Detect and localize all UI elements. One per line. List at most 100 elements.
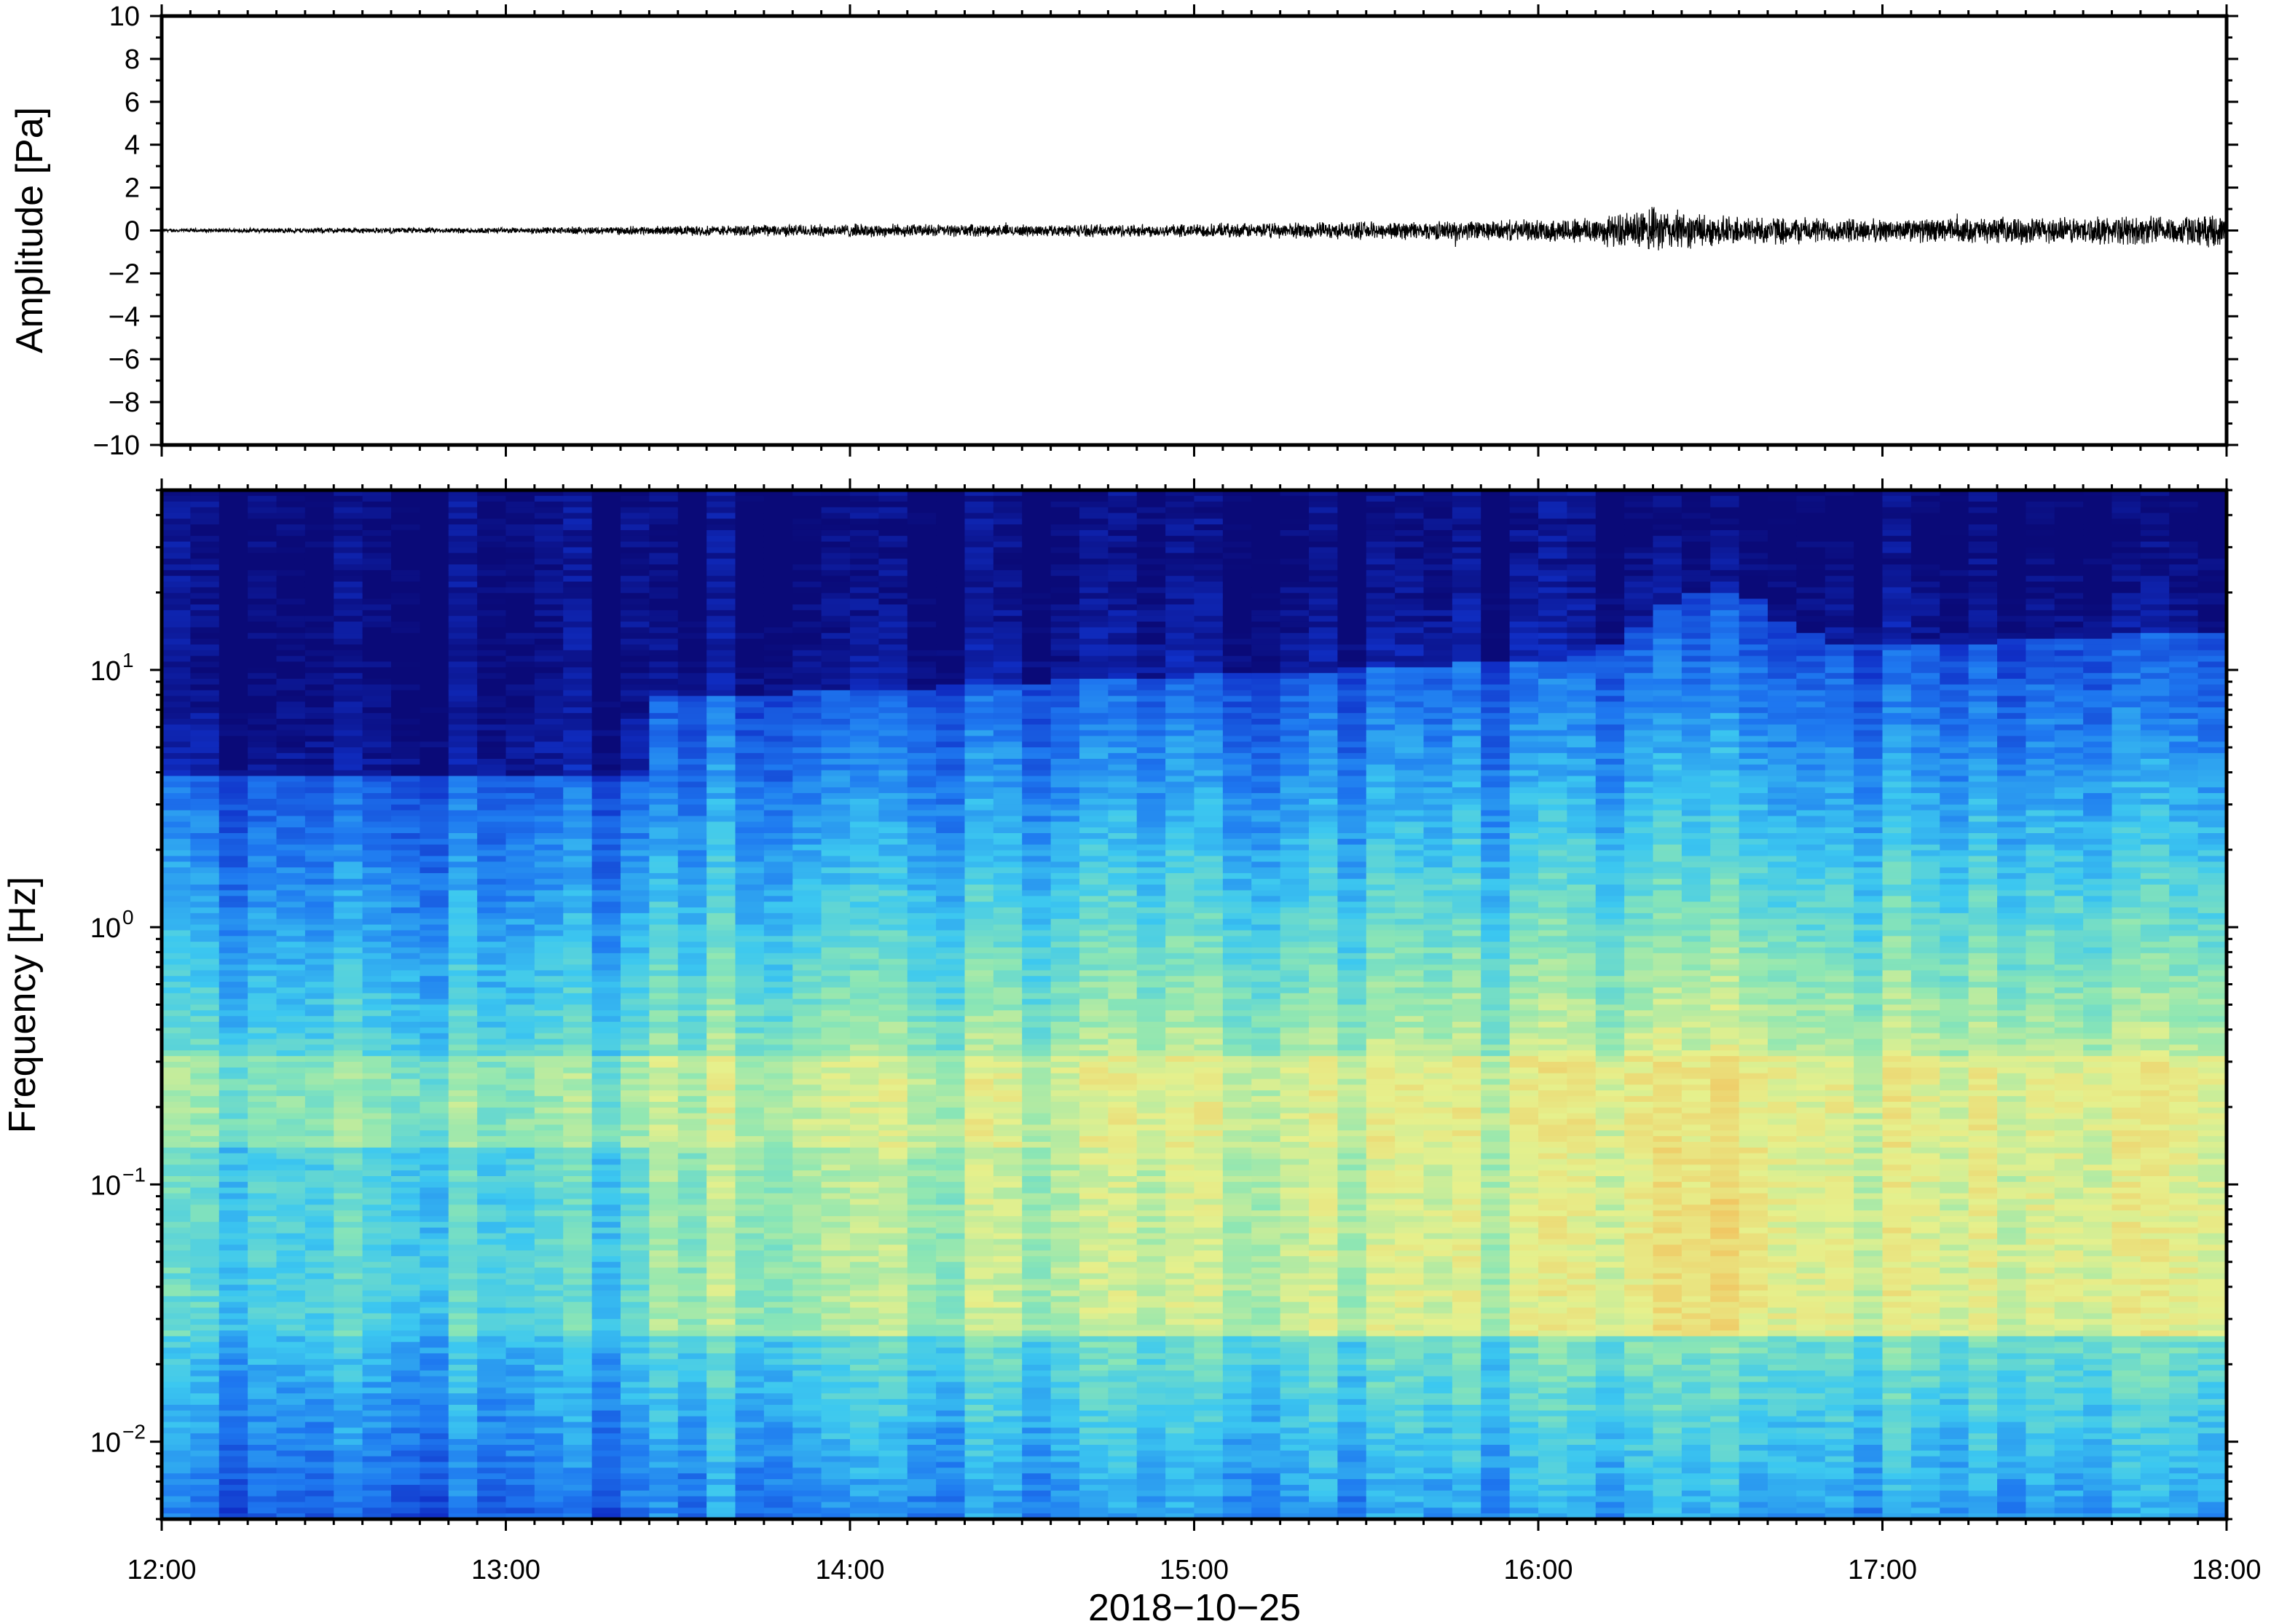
spectrogram-cell bbox=[190, 872, 220, 880]
spectrogram-cell bbox=[362, 1473, 392, 1480]
spectrogram-cell bbox=[591, 918, 621, 926]
spectrogram-cell bbox=[563, 838, 593, 845]
spectrogram-cell bbox=[304, 1124, 335, 1131]
spectrogram-cell bbox=[448, 690, 478, 697]
spectrogram-cell bbox=[362, 1267, 392, 1274]
spectrogram-cell bbox=[677, 793, 707, 800]
spectrogram-cell bbox=[420, 587, 449, 594]
spectrogram-cell bbox=[707, 730, 736, 737]
spectrogram-cell bbox=[792, 1479, 822, 1486]
spectrogram-cell bbox=[563, 1164, 593, 1171]
spectrogram-cell bbox=[362, 804, 392, 811]
spectrogram-cell bbox=[420, 633, 449, 639]
spectrogram-cell bbox=[821, 524, 851, 531]
spectrogram-cell bbox=[448, 1170, 478, 1177]
spectrogram-cell bbox=[649, 1341, 679, 1349]
spectrogram-cell bbox=[190, 827, 220, 834]
spectrogram-cell bbox=[591, 1290, 621, 1297]
spectrogram-cell bbox=[649, 1056, 679, 1063]
spectrogram-cell bbox=[763, 1239, 794, 1245]
spectrogram-cell bbox=[304, 1444, 335, 1451]
spectrogram-cell bbox=[591, 719, 621, 725]
spectrogram-cell bbox=[677, 878, 707, 886]
spectrogram-cell bbox=[649, 1159, 679, 1166]
spectrogram-cell bbox=[649, 1496, 679, 1503]
spectrogram-cell bbox=[821, 1187, 851, 1194]
spectrogram-cell bbox=[304, 553, 335, 559]
spectrogram-cell bbox=[190, 770, 220, 777]
spectrogram-cell bbox=[649, 1462, 679, 1469]
spectrogram-cell bbox=[162, 964, 192, 971]
spectrogram-cell bbox=[276, 1141, 306, 1148]
spectrogram-cell bbox=[448, 1181, 478, 1189]
spectrogram-cell bbox=[505, 707, 535, 714]
spectrogram-cell bbox=[591, 1079, 621, 1086]
spectrogram-cell bbox=[248, 1233, 278, 1240]
spectrogram-cell bbox=[391, 1113, 421, 1120]
spectrogram-cell bbox=[763, 1119, 794, 1126]
spectrogram-cell bbox=[821, 1479, 851, 1486]
spectrogram-cell bbox=[621, 878, 650, 886]
spectrogram-cell bbox=[477, 758, 507, 765]
spectrogram-cell bbox=[391, 564, 421, 571]
spectrogram-cell bbox=[391, 1359, 421, 1365]
spectrogram-cell bbox=[534, 1176, 564, 1183]
spectrogram-cell bbox=[420, 1301, 449, 1309]
spectrogram-cell bbox=[304, 667, 335, 674]
spectrogram-cell bbox=[248, 1313, 278, 1320]
spectrogram-cell bbox=[505, 1330, 535, 1337]
spectrogram-cell bbox=[477, 896, 507, 902]
spectrogram-cell bbox=[362, 1101, 392, 1108]
spectrogram-cell bbox=[563, 633, 593, 639]
spectrogram-cell bbox=[477, 1004, 507, 1012]
spectrogram-cell bbox=[162, 1176, 192, 1183]
spectrogram-cell bbox=[850, 1245, 880, 1251]
spectrogram-cell bbox=[563, 1393, 593, 1400]
spectrogram-cell bbox=[505, 1359, 535, 1365]
spectrogram-cell bbox=[534, 707, 564, 714]
spectrogram-cell bbox=[621, 1341, 650, 1349]
spectrogram-cell bbox=[878, 1215, 908, 1223]
spectrogram-cell bbox=[304, 684, 335, 691]
spectrogram-cell bbox=[334, 1084, 363, 1092]
spectrogram-cell bbox=[649, 1479, 679, 1486]
spectrogram-cell bbox=[219, 1073, 248, 1080]
spectrogram-cell bbox=[735, 1227, 765, 1234]
spectrogram-cell bbox=[792, 878, 822, 886]
spectrogram-cell bbox=[735, 569, 765, 577]
spectrogram-cell bbox=[248, 1462, 278, 1469]
spectrogram-cell bbox=[707, 655, 736, 663]
spectrogram-cell bbox=[219, 1376, 248, 1383]
spectrogram-cell bbox=[190, 1330, 220, 1337]
spectrogram-cell bbox=[391, 1273, 421, 1280]
spectrogram-cell bbox=[448, 524, 478, 531]
spectrogram-cell bbox=[391, 490, 421, 497]
spectrogram-cell bbox=[907, 924, 937, 931]
spectrogram-cell bbox=[391, 610, 421, 617]
spectrogram-cell bbox=[219, 1490, 248, 1497]
spectrogram-cell bbox=[162, 758, 192, 765]
spectrogram-cell bbox=[563, 1405, 593, 1411]
spectrogram-cell bbox=[334, 964, 363, 971]
spectrogram-cell bbox=[763, 1347, 794, 1355]
spectrogram-cell bbox=[219, 942, 248, 948]
spectrogram-cell bbox=[534, 673, 564, 679]
spectrogram-cell bbox=[362, 1010, 392, 1017]
spectrogram-cell bbox=[505, 1484, 535, 1491]
spectrogram-cell bbox=[534, 942, 564, 948]
spectrogram-cell bbox=[391, 541, 421, 548]
spectrogram-cell bbox=[534, 1170, 564, 1177]
spectrogram-cell bbox=[420, 872, 449, 880]
spectrogram-cell bbox=[448, 1022, 478, 1028]
spectrogram-cell bbox=[190, 936, 220, 942]
spectrogram-cell bbox=[907, 701, 937, 709]
spectrogram-cell bbox=[850, 1256, 880, 1263]
spectrogram-cell bbox=[707, 1416, 736, 1423]
spectrogram-cell bbox=[505, 1341, 535, 1349]
spectrogram-cell bbox=[248, 1136, 278, 1143]
spectrogram-cell bbox=[534, 1410, 564, 1417]
spectrogram-cell bbox=[420, 707, 449, 714]
spectrogram-cell bbox=[878, 764, 908, 771]
spectrogram-cell bbox=[621, 667, 650, 674]
spectrogram-cell bbox=[821, 587, 851, 594]
